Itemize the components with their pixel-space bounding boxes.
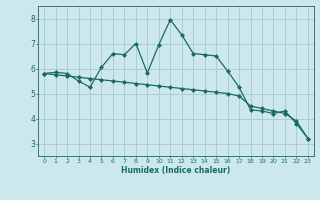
- X-axis label: Humidex (Indice chaleur): Humidex (Indice chaleur): [121, 166, 231, 175]
